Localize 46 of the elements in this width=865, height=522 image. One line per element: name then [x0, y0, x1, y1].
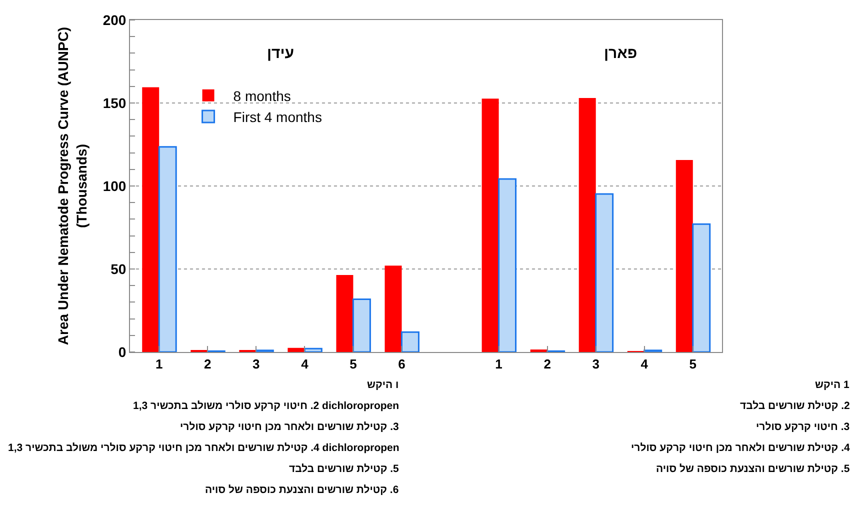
y-tick-label: 0 [118, 344, 126, 360]
x-tick-label: 2 [544, 356, 551, 372]
bar [595, 193, 614, 352]
x-tick-label: 4 [640, 356, 649, 372]
bar [692, 223, 711, 352]
text: 4. קטילת שורשים ולאחר מכן חיטוי קרקע סולרי משולב בתכשיר 1,3 dichloropropen [8, 442, 400, 454]
x-tick-label: 3 [252, 356, 260, 372]
text: 4. קטילת שורשים ולאחר מכן חיטוי קרקע סולרי [631, 442, 850, 454]
annotation: פארן [604, 45, 638, 62]
bar [482, 98, 499, 352]
bar [288, 348, 305, 352]
bar [498, 178, 517, 352]
legend-label: First 4 months [233, 109, 322, 126]
text: 3. חיטוי קרקע סולרי [756, 421, 850, 433]
text: 2. קטילת שורשים בלבד [740, 400, 850, 412]
y-tick-label: 200 [102, 12, 126, 28]
text: ו היקש [367, 379, 399, 391]
text: 3. קטילת שורשים ולאחר מכן חיטוי קרקע סולרי [180, 421, 399, 433]
y-tick-label: 150 [102, 94, 126, 111]
legend-label: 8 months [233, 88, 291, 104]
bar [400, 331, 420, 352]
x-tick-label: 3 [592, 356, 600, 372]
text: 5. קטילת שורשים והצנעת כוספה של סויה [656, 463, 850, 475]
annotation: עידן [267, 45, 294, 62]
bar [304, 348, 322, 352]
x-tick-label: 1 [155, 356, 163, 372]
y-axis-title: Area Under Nematode Progress Curve (AUNPC) (Thousands) [55, 26, 90, 346]
bar [142, 87, 160, 352]
bar [158, 146, 177, 352]
x-tick-label: 6 [398, 356, 406, 372]
x-tick-label: 5 [689, 356, 697, 372]
y-tick-label: 50 [110, 260, 126, 277]
bar [384, 266, 402, 352]
x-tick-label: 2 [204, 356, 212, 372]
text: 6. קטילת שורשים והצנעת כוספה של סויה [205, 484, 399, 496]
bar [578, 98, 596, 352]
text: 2. חיטוי קרקע סולרי משולב בתכשיר 1,3 dichloropropen [133, 400, 400, 412]
text: 1 היקש [815, 379, 850, 391]
text: 5. קטילת שורשים בלבד [289, 463, 400, 475]
x-tick-label: 1 [495, 356, 502, 372]
bar [336, 274, 354, 352]
bar [352, 298, 371, 352]
bar [676, 160, 693, 352]
x-tick-label: 4 [301, 356, 310, 372]
x-tick-label: 5 [350, 356, 357, 372]
y-tick-label: 100 [102, 178, 126, 194]
